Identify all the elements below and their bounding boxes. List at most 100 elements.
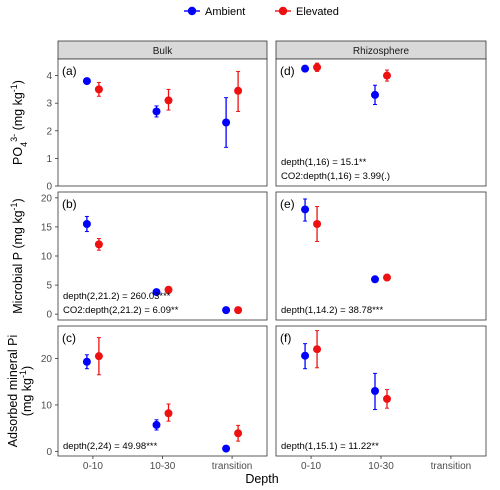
- panel-frame: [57, 325, 268, 457]
- y-axis-title: (mg kg-1): [18, 366, 34, 416]
- point-ambient: [152, 420, 161, 429]
- point-elevated: [313, 220, 322, 228]
- point-ambient: [222, 306, 231, 315]
- y-tick-label: 3: [46, 99, 52, 110]
- x-tick-label: 10-30: [150, 461, 176, 472]
- point-elevated: [164, 409, 173, 418]
- panel-label: (b): [62, 197, 77, 211]
- panel-a: (a): [57, 58, 268, 187]
- y-axis-title-part: -1: [9, 84, 19, 92]
- point-ambient: [222, 444, 231, 453]
- point-elevated: [164, 96, 173, 105]
- y-axis-title: Microbial P (mg kg-1): [9, 198, 25, 313]
- facet-strips: Bulk Rhizosphere: [57, 40, 487, 60]
- x-tick-label: 0-10: [83, 461, 103, 472]
- panel-label: (d): [280, 64, 295, 78]
- x-tick-label: 0-10: [301, 461, 321, 472]
- legend-key-ambient: [187, 6, 197, 16]
- panel-label: (a): [62, 64, 77, 78]
- legend-label-ambient: Ambient: [205, 6, 245, 18]
- facet-panels: (a) (d) depth(1,16) = 15.1** CO2:depth(1,16…: [57, 58, 487, 457]
- point-elevated: [383, 71, 391, 80]
- point-elevated: [234, 429, 243, 438]
- panel-label: (c): [62, 331, 76, 345]
- annotation: depth(1,15.1) = 11.22**: [281, 441, 379, 452]
- y-tick-label: 0: [46, 182, 52, 193]
- y-axis-title-part: ): [20, 366, 34, 370]
- annotation: CO2:depth(1,16) = 3.99(.): [281, 171, 390, 182]
- point-ambient: [82, 357, 91, 366]
- point-ambient: [371, 387, 379, 395]
- point-ambient: [152, 288, 161, 297]
- y-tick-label: 20: [41, 354, 53, 365]
- point-elevated: [94, 352, 103, 361]
- y-tick-label: 5: [46, 281, 52, 292]
- point-elevated: [313, 345, 322, 354]
- y-axis-title-part: -1: [18, 370, 28, 378]
- panel-label: (f): [280, 331, 291, 345]
- y-axis-title: Adsorbed mineral Pi: [6, 335, 20, 448]
- y-tick-label: 10: [41, 252, 53, 263]
- x-tick-label: transition: [212, 461, 253, 472]
- annotation: depth(1,16) = 15.1**: [281, 157, 367, 168]
- point-elevated: [94, 85, 103, 94]
- panel-frame: [57, 58, 268, 187]
- y-axis-title-part: Adsorbed mineral Pi: [6, 335, 20, 448]
- panel-c: (c) depth(2,24) = 49.98***: [57, 325, 268, 457]
- y-axis-title: PO43- (mg kg-1): [9, 80, 29, 165]
- y-axis-title-part: 3-: [9, 134, 19, 142]
- panel-label: (e): [280, 197, 295, 211]
- y-tick-label: 20: [41, 193, 53, 204]
- panel-e: (e) depth(1,14.2) = 38.78***: [275, 191, 487, 321]
- y-axis-title-part: ): [11, 198, 25, 202]
- strip-label-bulk: Bulk: [153, 46, 173, 57]
- annotation: CO2:depth(2,21.2) = 6.09**: [63, 305, 179, 316]
- point-ambient: [222, 118, 231, 127]
- point-ambient: [301, 205, 310, 214]
- annotation: depth(2,21.2) = 260.03***: [63, 291, 171, 302]
- x-tick-label: 10-30: [368, 461, 394, 472]
- legend: Ambient Elevated: [184, 6, 339, 18]
- panel-f: (f) depth(1,15.1) = 11.22**: [275, 325, 487, 457]
- y-axis-title-part: 4: [19, 142, 29, 147]
- point-elevated: [94, 240, 103, 249]
- y-tick-label: 15: [41, 222, 53, 233]
- panel-frame: [275, 58, 487, 187]
- point-ambient: [82, 220, 91, 228]
- y-tick-label: 0: [46, 310, 52, 321]
- y-tick-label: 0: [46, 447, 52, 458]
- point-ambient: [301, 64, 310, 73]
- y-tick-label: 1: [46, 154, 52, 165]
- legend-key-elevated: [278, 6, 288, 16]
- x-tick-label: transition: [431, 461, 472, 472]
- point-ambient: [301, 351, 310, 360]
- point-ambient: [371, 90, 379, 99]
- x-axis: Depth 0-10 10-30 transition 0-10 10-30 transi…: [83, 456, 471, 486]
- panel-frame: [275, 325, 487, 457]
- annotation: depth(1,14.2) = 38.78***: [281, 305, 384, 316]
- point-ambient: [82, 77, 91, 86]
- y-axis-title-part: -1: [9, 202, 19, 210]
- point-elevated: [234, 86, 243, 95]
- strip-label-rhizosphere: Rhizosphere: [353, 46, 410, 57]
- y-tick-label: 2: [46, 126, 52, 137]
- annotation: depth(2,24) = 49.98***: [63, 441, 158, 452]
- point-ambient: [371, 275, 379, 284]
- panel-frame: [57, 191, 268, 321]
- point-elevated: [164, 285, 173, 294]
- point-elevated: [383, 394, 391, 403]
- y-axis-title-part: (mg kg: [20, 378, 34, 416]
- panel-frame: [275, 191, 487, 321]
- point-ambient: [152, 107, 161, 116]
- point-elevated: [234, 306, 243, 315]
- y-tick-label: 4: [46, 71, 52, 82]
- x-axis-title: Depth: [245, 472, 278, 486]
- point-elevated: [383, 273, 391, 282]
- panel-d: (d) depth(1,16) = 15.1** CO2:depth(1,16) =…: [275, 58, 487, 187]
- y-axis-title-part: ): [11, 80, 25, 84]
- y-axis-title-part: Microbial P (mg kg: [11, 210, 25, 313]
- point-elevated: [313, 63, 322, 72]
- y-axis-title-part: PO: [11, 147, 25, 165]
